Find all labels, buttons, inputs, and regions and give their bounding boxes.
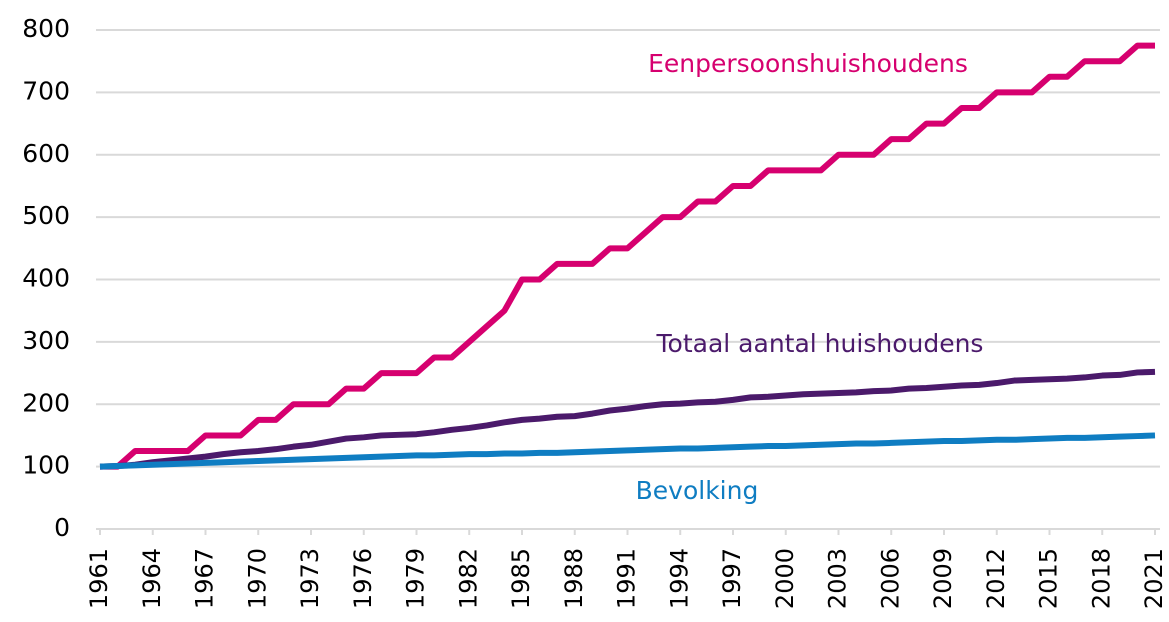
x-tick-label: 2000	[771, 548, 799, 609]
x-tick-label: 1985	[507, 548, 535, 609]
y-tick-label: 200	[22, 388, 70, 417]
x-tick-label: 1994	[665, 548, 693, 609]
x-tick-label: 1988	[560, 548, 588, 609]
y-tick-label: 700	[22, 76, 70, 105]
y-tick-label: 0	[54, 513, 70, 542]
series-line	[99, 368, 1156, 470]
x-tick-label: 1976	[349, 548, 377, 609]
y-tick-label: 100	[22, 451, 70, 480]
y-tick-label: 600	[22, 139, 70, 168]
series-label: Eenpersoonshuishoudens	[648, 49, 968, 78]
x-tick-label: 2006	[876, 548, 904, 609]
series-line	[100, 42, 1155, 470]
x-tick-label: 1982	[454, 548, 482, 609]
series-label: Totaal aantal huishoudens	[656, 329, 984, 358]
y-tick-label: 800	[22, 14, 70, 43]
x-tick-label: 2018	[1087, 548, 1115, 609]
series-label: Bevolking	[636, 476, 759, 505]
x-tick-label: 2021	[1140, 548, 1168, 609]
y-tick-label: 400	[22, 264, 70, 293]
x-tick-label: 1961	[85, 548, 113, 609]
x-tick-label: 1991	[613, 548, 641, 609]
x-tick-label: 1967	[191, 548, 219, 609]
x-tick-label: 1964	[138, 548, 166, 609]
x-tick-label: 1973	[296, 548, 324, 609]
series-line	[99, 432, 1156, 470]
x-tick-label: 1970	[243, 548, 271, 609]
x-tick-label: 2012	[982, 548, 1010, 609]
x-tick-label: 1979	[402, 548, 430, 609]
x-tick-label: 1997	[718, 548, 746, 609]
y-tick-label: 300	[22, 326, 70, 355]
x-tick-label: 2009	[929, 548, 957, 609]
x-tick-label: 2015	[1035, 548, 1063, 609]
y-tick-label: 500	[22, 201, 70, 230]
x-tick-label: 2003	[824, 548, 852, 609]
